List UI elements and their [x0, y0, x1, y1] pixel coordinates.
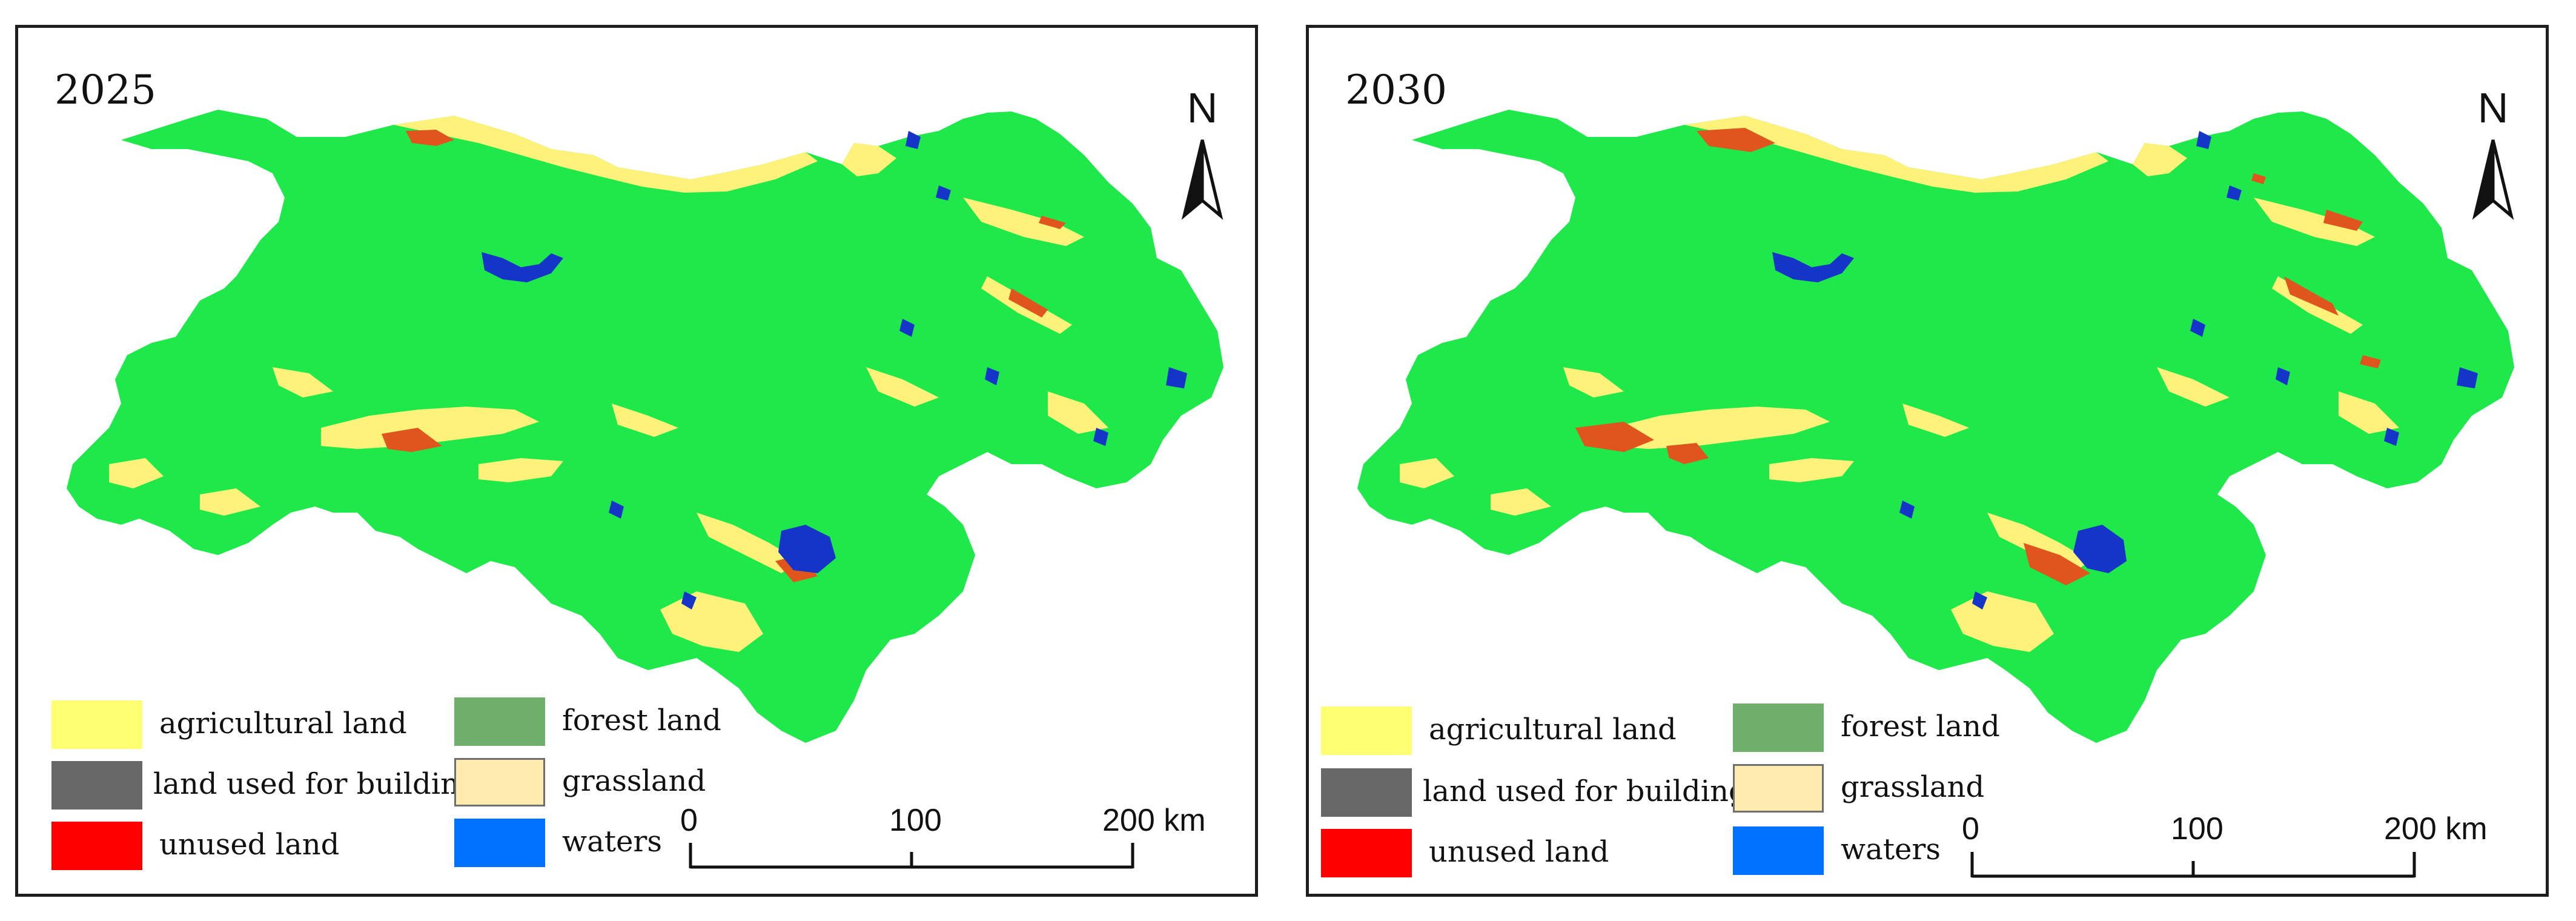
map-area	[67, 110, 1223, 869]
north-arrow	[1181, 139, 1223, 220]
map-panel-2025: 2025 N agricultural land land used for b…	[15, 25, 1258, 897]
legend-label: agricultural land	[159, 707, 407, 740]
legend-swatch-forest-land	[1733, 703, 1824, 752]
legend-label: grassland	[1841, 770, 1985, 804]
legend-label: land used for building	[153, 767, 478, 801]
legend-label: forest land	[1841, 710, 2000, 743]
scale-label-0: 0	[1962, 811, 1979, 846]
legend-swatch-waters	[454, 819, 545, 867]
legend-swatch-waters	[1733, 826, 1824, 875]
north-arrow	[2472, 139, 2514, 220]
scale-label-0: 0	[680, 803, 698, 838]
north-label: N	[1187, 84, 1218, 131]
legend-label: grassland	[562, 764, 706, 798]
legend-swatch-building-land	[1321, 768, 1412, 817]
map-area	[1357, 110, 2514, 878]
scale-label-100: 100	[889, 803, 942, 838]
map-panel-2030: 2030 N agricultural land land used for b…	[1306, 25, 2549, 897]
legend-label: agricultural land	[1429, 713, 1677, 746]
legend-swatch-forest-land	[454, 697, 545, 746]
legend-swatch-grassland	[1733, 764, 1824, 813]
water-patches	[482, 131, 1187, 610]
legend-swatch-unused-land	[51, 822, 142, 870]
legend-label: waters	[562, 825, 662, 859]
legend-swatch-unused-land	[1321, 829, 1412, 877]
legend-label: land used for building	[1423, 774, 1747, 808]
scale-label-100: 100	[2171, 811, 2223, 846]
legend-label: waters	[1841, 833, 1941, 866]
legend-label: unused land	[159, 828, 340, 862]
scale-label-200-km: 200 km	[1102, 803, 1206, 838]
scale-bar	[689, 843, 1134, 869]
north-label: N	[2477, 84, 2509, 131]
legend-label: forest land	[562, 703, 721, 737]
scale-label-200-km: 200 km	[2384, 811, 2488, 846]
unused-patches	[1575, 128, 2381, 585]
map-year-title: 2030	[1345, 67, 1447, 113]
legend-label: unused land	[1429, 835, 1609, 869]
map-year-title: 2025	[55, 67, 156, 113]
legend-swatch-agricultural-land	[1321, 707, 1412, 755]
legend-swatch-building-land	[51, 761, 142, 810]
legend-swatch-grassland	[454, 758, 545, 806]
scale-bar	[1970, 852, 2416, 878]
water-patches	[1772, 131, 2478, 610]
legend-swatch-agricultural-land	[51, 700, 142, 749]
